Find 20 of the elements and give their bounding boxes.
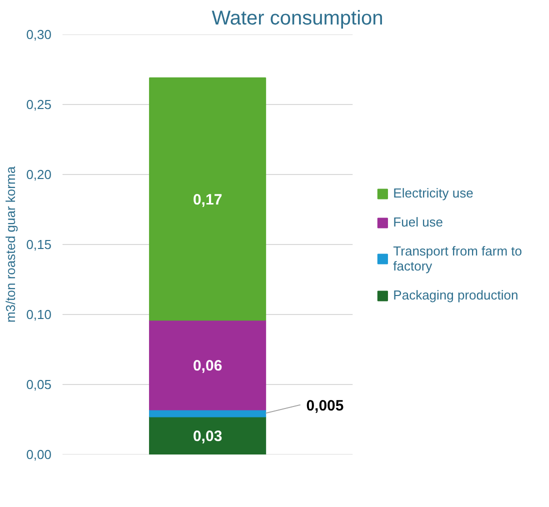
data-label: 0,03 — [192, 428, 222, 446]
data-label: 0,06 — [192, 357, 222, 374]
bar — [149, 320, 266, 410]
y-tick-label: 0,05 — [26, 377, 52, 392]
legend-label: Electricity use — [393, 186, 474, 200]
y-axis-title: m3/ton roasted guar korma — [3, 166, 18, 323]
bar — [149, 416, 266, 454]
y-tick-label: 0,00 — [26, 447, 52, 462]
y-tick-label: 0,15 — [26, 237, 52, 252]
legend-label: Packaging production — [393, 288, 518, 302]
bar — [149, 77, 266, 321]
chart-title: Water consumption — [212, 8, 384, 30]
data-label: 0,17 — [192, 192, 222, 208]
y-tick-label: 0,20 — [26, 167, 52, 182]
y-tick-label: 0,25 — [26, 97, 52, 112]
y-tick-label: 0,30 — [26, 27, 52, 42]
legend-label: Fuel use — [393, 214, 444, 230]
data-label: 0,005 — [306, 397, 344, 414]
legend-label: Transport from farm to factory — [393, 244, 522, 274]
y-tick-label: 0,10 — [26, 307, 52, 322]
